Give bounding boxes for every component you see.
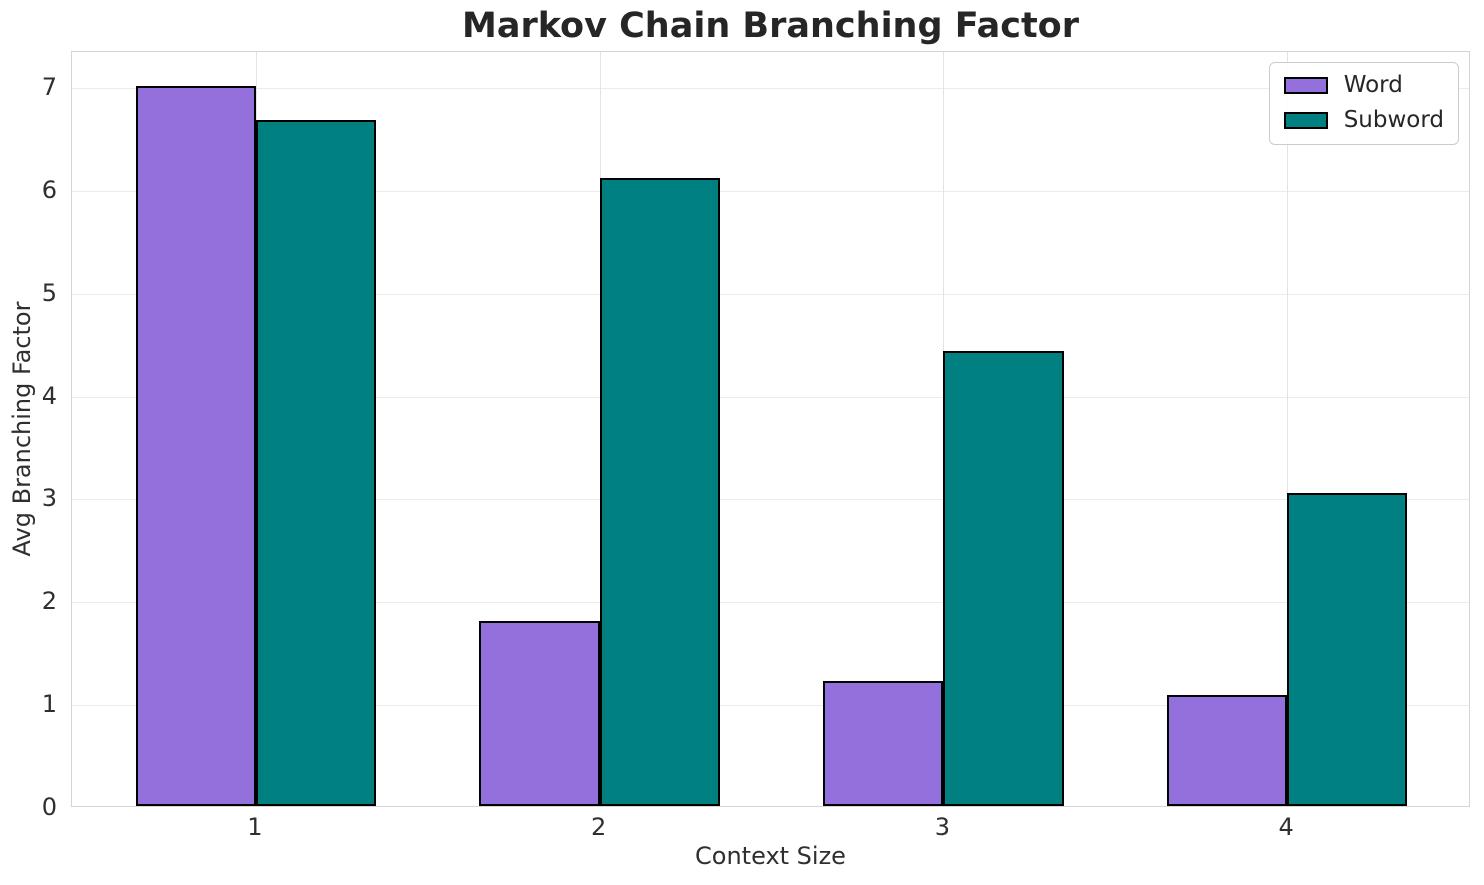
x-axis-label: Context Size	[695, 842, 846, 870]
y-tick-7: 7	[41, 73, 57, 101]
chart-title: Markov Chain Branching Factor	[462, 6, 1079, 46]
legend-item-word: Word	[1283, 72, 1444, 98]
x-tick-3: 3	[934, 813, 950, 841]
gridline-h-1	[72, 705, 1469, 707]
plot-area	[71, 51, 1470, 807]
legend-label-word: Word	[1343, 72, 1403, 98]
word-color-swatch	[1283, 77, 1328, 95]
gridline-h-6	[72, 190, 1469, 192]
y-tick-5: 5	[41, 278, 57, 307]
y-tick-2: 2	[41, 587, 57, 616]
x-tick-1: 1	[247, 813, 263, 841]
legend-label-subword: Subword	[1343, 107, 1444, 134]
gridline-h-5	[72, 293, 1469, 295]
y-axis-label: Avg Branching Factor	[8, 301, 36, 557]
y-tick-1: 1	[41, 690, 57, 719]
bar-word-1	[135, 86, 256, 806]
gridline-h-4	[72, 396, 1469, 398]
subword-color-swatch	[1283, 112, 1328, 130]
bar-subword-1	[255, 119, 377, 806]
bar-word-4	[1166, 694, 1288, 806]
y-tick-4: 4	[41, 381, 57, 410]
legend: Word Subword	[1268, 62, 1459, 145]
y-tick-0: 0	[41, 793, 57, 821]
bar-subword-3	[943, 351, 1064, 806]
bar-word-2	[479, 620, 600, 806]
gridline-h-2	[72, 602, 1469, 604]
y-tick-6: 6	[41, 175, 57, 204]
gridline-h-3	[72, 499, 1469, 501]
gridline-v-4	[1287, 52, 1289, 806]
bar-subword-4	[1287, 493, 1408, 806]
x-tick-2: 2	[590, 813, 607, 841]
x-tick-4: 4	[1278, 813, 1294, 841]
y-tick-3: 3	[41, 484, 57, 513]
legend-item-subword: Subword	[1283, 107, 1444, 134]
gridline-h-7	[72, 88, 1469, 89]
bar-subword-2	[599, 177, 720, 806]
bar-word-3	[823, 680, 944, 806]
